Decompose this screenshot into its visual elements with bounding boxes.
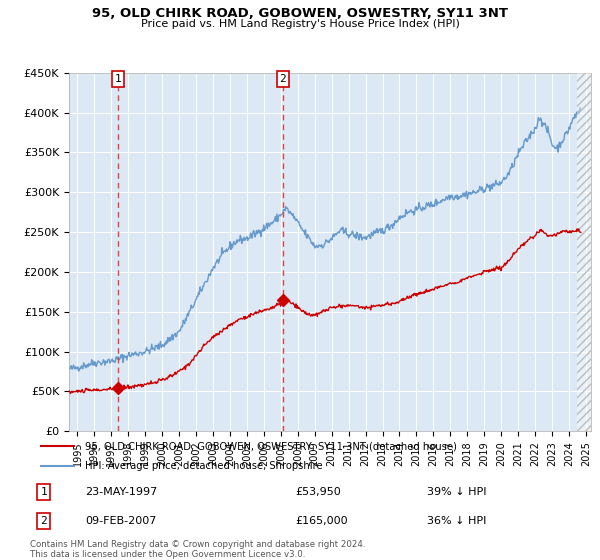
Text: £165,000: £165,000 [295, 516, 347, 526]
Text: £53,950: £53,950 [295, 487, 341, 497]
Text: HPI: Average price, detached house, Shropshire: HPI: Average price, detached house, Shro… [85, 461, 323, 471]
Text: Price paid vs. HM Land Registry's House Price Index (HPI): Price paid vs. HM Land Registry's House … [140, 19, 460, 29]
Text: 1: 1 [115, 74, 121, 84]
Text: 36% ↓ HPI: 36% ↓ HPI [427, 516, 487, 526]
Text: 2: 2 [280, 74, 286, 84]
Text: 2: 2 [40, 516, 47, 526]
Text: 95, OLD CHIRK ROAD, GOBOWEN, OSWESTRY, SY11 3NT (detached house): 95, OLD CHIRK ROAD, GOBOWEN, OSWESTRY, S… [85, 441, 457, 451]
Text: 09-FEB-2007: 09-FEB-2007 [85, 516, 157, 526]
Text: 1: 1 [40, 487, 47, 497]
Text: 95, OLD CHIRK ROAD, GOBOWEN, OSWESTRY, SY11 3NT: 95, OLD CHIRK ROAD, GOBOWEN, OSWESTRY, S… [92, 7, 508, 20]
Text: Contains HM Land Registry data © Crown copyright and database right 2024.
This d: Contains HM Land Registry data © Crown c… [30, 540, 365, 559]
Text: 39% ↓ HPI: 39% ↓ HPI [427, 487, 487, 497]
Text: 23-MAY-1997: 23-MAY-1997 [85, 487, 157, 497]
